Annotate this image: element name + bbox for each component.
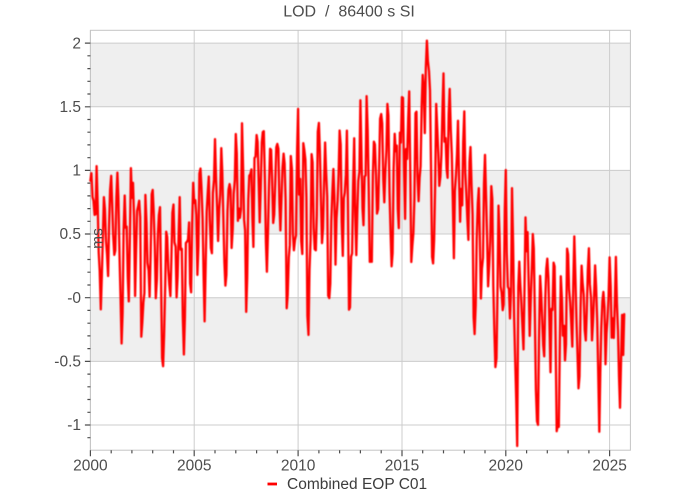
svg-text:2025: 2025 <box>592 458 626 475</box>
svg-text:2: 2 <box>72 35 81 52</box>
svg-text:2000: 2000 <box>73 458 108 475</box>
svg-text:-0.5: -0.5 <box>54 354 81 371</box>
svg-text:ms: ms <box>90 228 107 249</box>
svg-text:LOD / 86400 s SI: LOD / 86400 s SI <box>283 4 415 21</box>
svg-text:0.5: 0.5 <box>59 226 81 243</box>
svg-text:Combined EOP C01: Combined EOP C01 <box>287 476 427 493</box>
svg-text:2010: 2010 <box>281 458 316 475</box>
svg-text:1.5: 1.5 <box>59 99 81 116</box>
svg-text:-0: -0 <box>67 290 81 307</box>
svg-text:1: 1 <box>72 163 81 180</box>
svg-text:2015: 2015 <box>385 458 419 475</box>
svg-text:2005: 2005 <box>177 458 211 475</box>
svg-text:-1: -1 <box>67 417 81 434</box>
svg-text:2020: 2020 <box>489 458 524 475</box>
